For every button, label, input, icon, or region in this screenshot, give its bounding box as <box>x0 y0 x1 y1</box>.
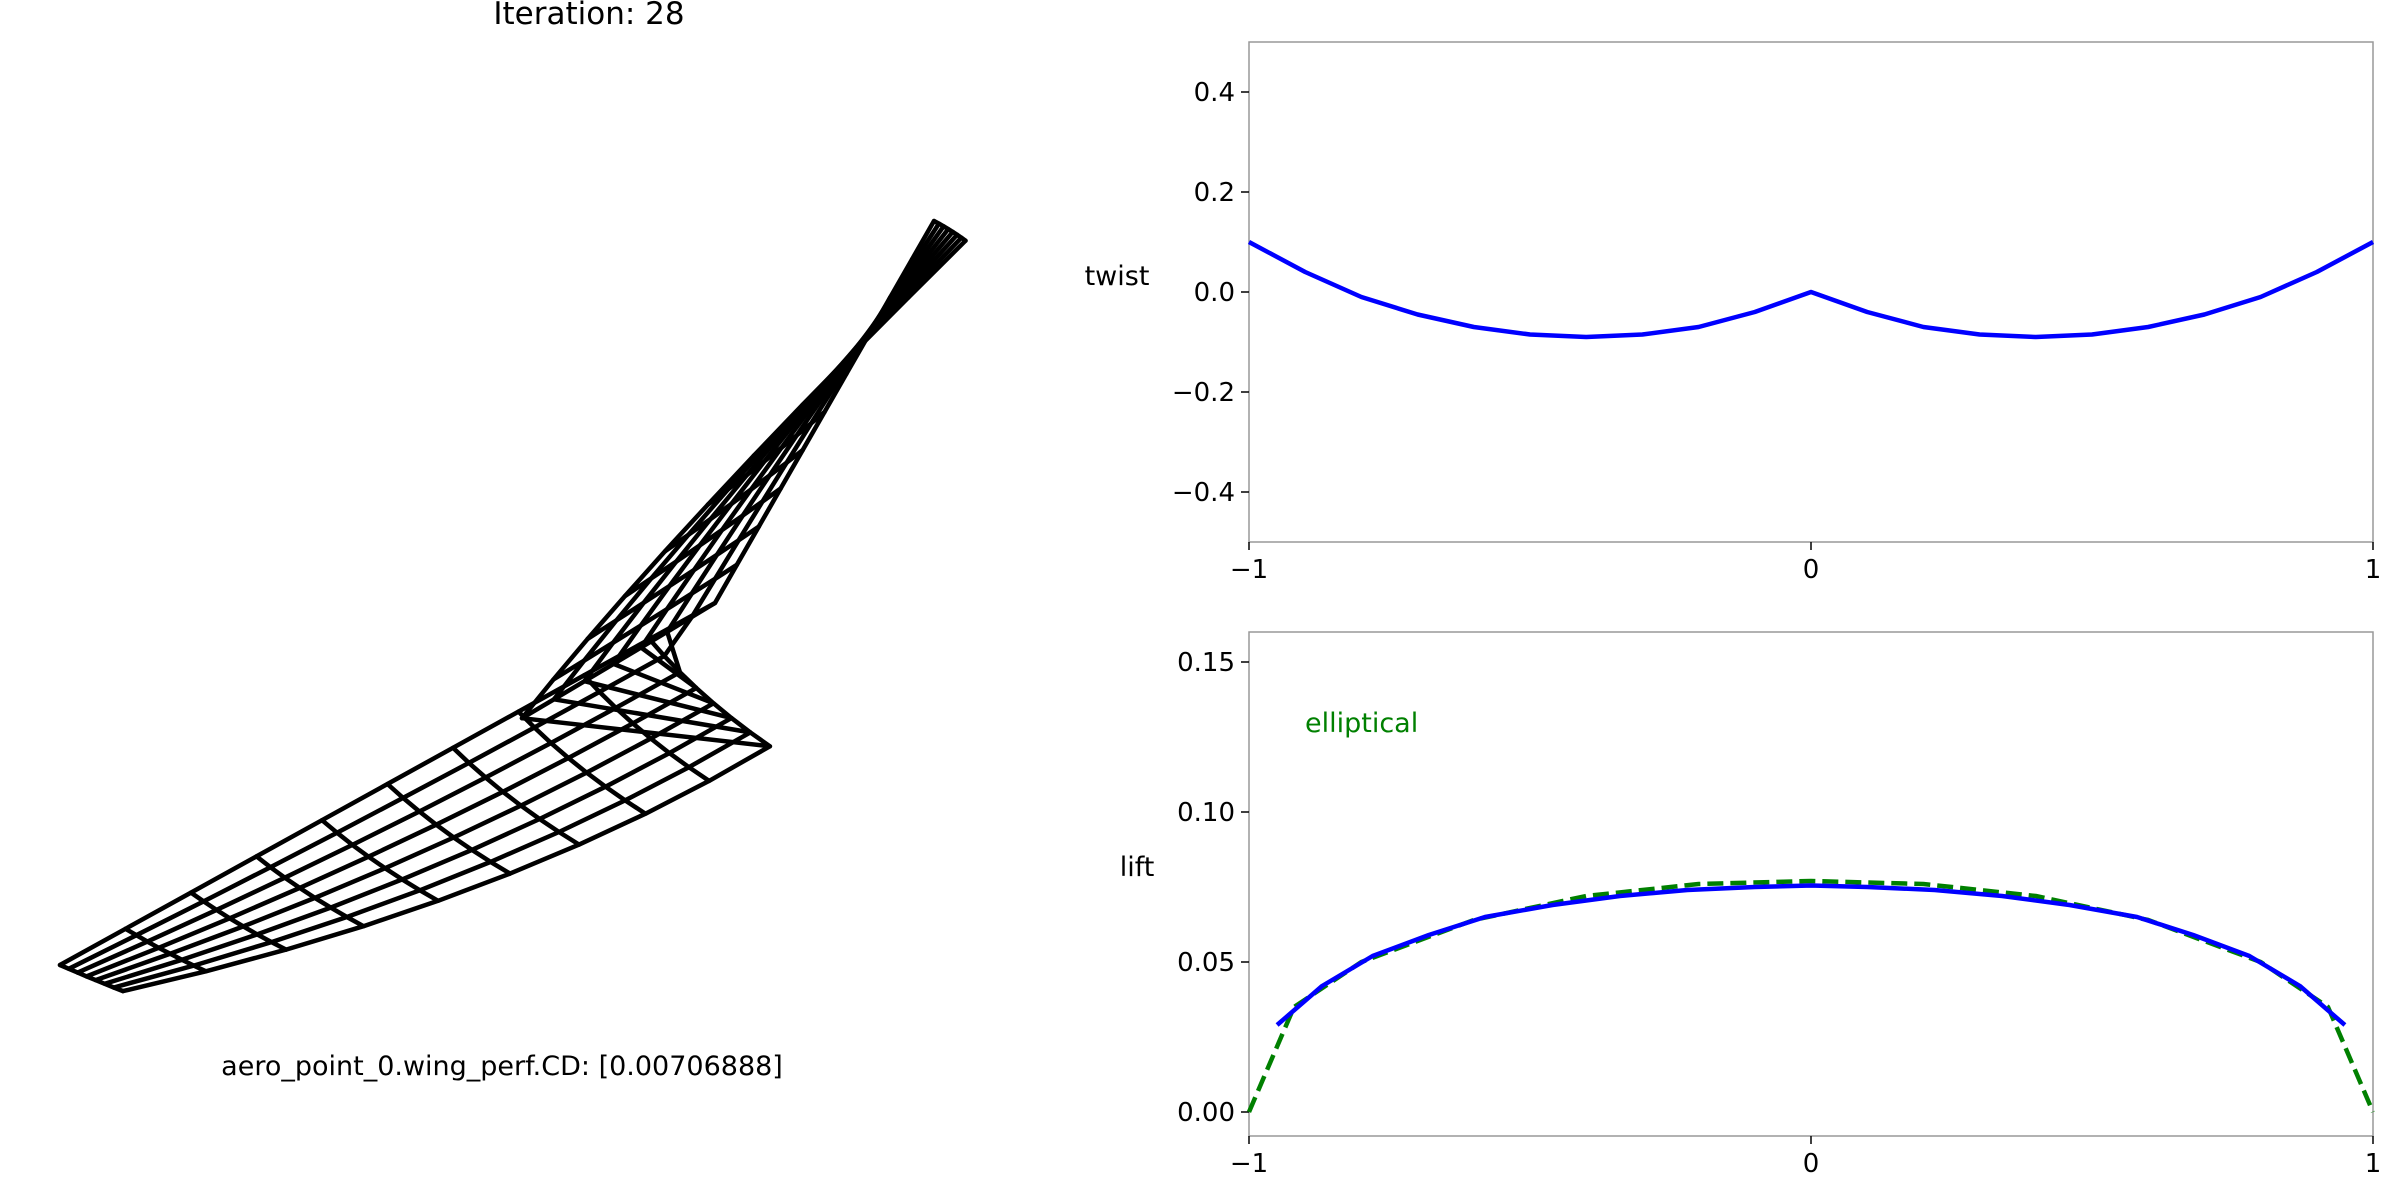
mesh-span-line <box>57 218 937 968</box>
twist-xtick-label: 1 <box>2365 555 2382 585</box>
mesh-chord-line <box>319 817 441 904</box>
twist-ytick-label: 0.0 <box>1194 278 1235 308</box>
mesh-chord-line <box>254 854 366 929</box>
twist-xtick-label: −1 <box>1230 555 1268 585</box>
elliptical-annotation: elliptical <box>1305 708 1418 739</box>
mesh-span-line <box>111 235 964 990</box>
figure-title: Iteration: 28 <box>493 0 684 32</box>
mesh-chord-line <box>123 926 209 974</box>
twist-y-ticks: 0.4 0.2 0.0 −0.2 −0.4 <box>1172 78 1249 508</box>
twist-series-line <box>1247 240 2375 340</box>
mesh-chord-line <box>57 962 126 994</box>
lift-ylabel: lift <box>1120 852 1155 883</box>
twist-ylabel: twist <box>1085 261 1150 292</box>
mesh-chord-line <box>385 781 513 876</box>
lift-elliptical-line <box>1246 878 2376 1113</box>
lift-ytick-label: 0.15 <box>1177 648 1235 678</box>
mesh-chord-line <box>516 709 648 816</box>
twist-chart: 0.4 0.2 0.0 −0.2 −0.4 −1 0 1 twist <box>1085 41 2381 585</box>
lift-series-line <box>1275 883 2347 1027</box>
mesh-chord-line <box>622 486 783 599</box>
twist-x-ticks: −1 0 1 <box>1230 542 2381 585</box>
mesh-chord-line <box>647 636 773 749</box>
mesh-chord-line <box>906 256 916 300</box>
cd-value-label: aero_point_0.wing_perf.CD: [0.00706888] <box>221 1051 783 1082</box>
mesh-chord-line <box>751 371 849 459</box>
mesh-span-line <box>84 226 951 979</box>
mesh-chord-line <box>705 409 827 507</box>
twist-ytick-label: 0.2 <box>1194 178 1235 208</box>
mesh-chord-line <box>662 447 805 554</box>
lift-xtick-label: −1 <box>1230 1149 1268 1179</box>
mesh-chord-line <box>519 600 718 721</box>
lift-xtick-label: 1 <box>2365 1149 2382 1179</box>
lift-chart: 0.15 0.10 0.05 0.00 −1 0 1 lift elliptical <box>1120 631 2381 1179</box>
wing-mesh <box>57 218 968 994</box>
lift-y-ticks: 0.15 0.10 0.05 0.00 <box>1177 648 1249 1128</box>
twist-ytick-label: 0.4 <box>1194 78 1235 108</box>
lift-ytick-label: 0.00 <box>1177 1098 1235 1128</box>
twist-xtick-label: 0 <box>1803 555 1820 585</box>
lift-ytick-label: 0.10 <box>1177 798 1235 828</box>
mesh-chord-line <box>188 890 289 952</box>
mesh-chord-line <box>585 524 762 642</box>
lift-x-ticks: −1 0 1 <box>1230 1136 2381 1179</box>
mesh-span-line <box>75 224 946 975</box>
twist-ytick-label: −0.4 <box>1172 478 1235 508</box>
mesh-chord-line <box>450 745 582 847</box>
lift-ytick-label: 0.05 <box>1177 948 1235 978</box>
mesh-chord-line <box>931 218 968 243</box>
twist-ytick-label: −0.2 <box>1172 378 1235 408</box>
mesh-chord-line <box>851 295 893 355</box>
lift-xtick-label: 0 <box>1803 1149 1820 1179</box>
mesh-chord-line <box>551 562 740 682</box>
mesh-chord-line <box>581 673 712 784</box>
